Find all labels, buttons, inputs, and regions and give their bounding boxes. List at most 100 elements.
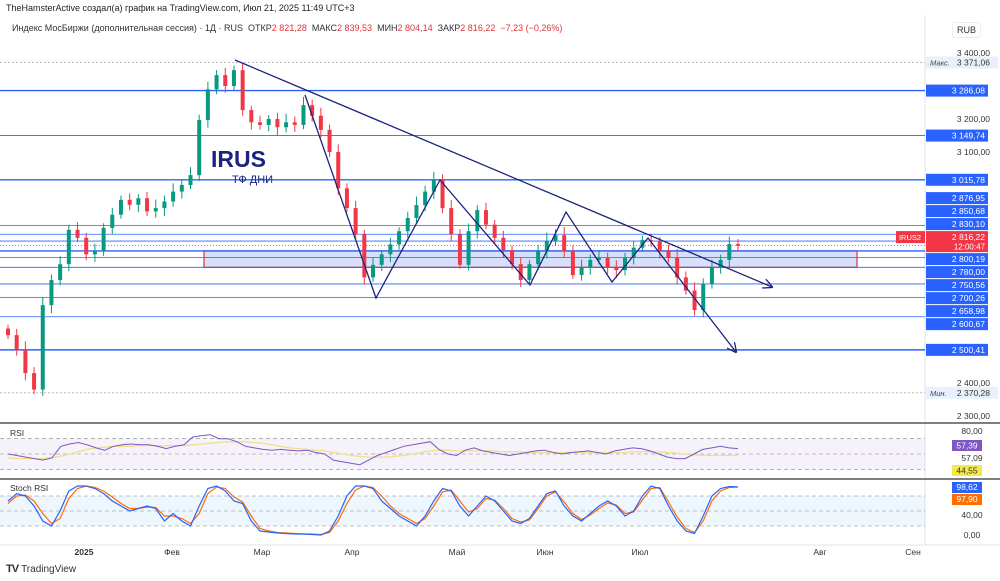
x-tick-label: Авг bbox=[813, 547, 826, 557]
candle-body bbox=[223, 75, 228, 86]
chart-credit: TheHamsterActive создал(а) график на Tra… bbox=[6, 3, 355, 13]
candle-body bbox=[501, 237, 506, 251]
close-label: ЗАКР bbox=[437, 23, 461, 33]
candle-body bbox=[292, 122, 297, 125]
rsi-ma-value: 44,55 bbox=[956, 466, 978, 476]
candle-body bbox=[440, 180, 445, 209]
candle-body bbox=[718, 259, 723, 268]
candle-body bbox=[483, 210, 488, 225]
change-value: −7,23 (−0,26%) bbox=[500, 23, 563, 33]
rsi-tick: 80,00 bbox=[961, 426, 983, 436]
level-label: 2 750,56 bbox=[952, 280, 985, 290]
wave-path bbox=[304, 94, 736, 352]
stoch-k-value: 98,62 bbox=[956, 482, 978, 492]
last-price-label: 2 816,22 bbox=[952, 232, 985, 242]
level-label-bg bbox=[926, 305, 988, 318]
y-tick-label: 3 200,00 bbox=[957, 114, 990, 124]
level-label-bg bbox=[926, 266, 988, 279]
candle-body bbox=[6, 328, 10, 336]
x-tick-label: Апр bbox=[345, 547, 360, 557]
downtrend-line bbox=[234, 59, 772, 287]
rsi-ma-value-bg bbox=[952, 465, 982, 476]
y-tick-label: 2 300,00 bbox=[957, 411, 990, 421]
candle-body bbox=[475, 210, 480, 232]
symbol-name[interactable]: Индекс МосБиржи (дополнительная сессия) … bbox=[12, 23, 244, 33]
currency-button[interactable]: RUB bbox=[952, 22, 982, 38]
candle-body bbox=[701, 284, 706, 311]
max-label: Макс. bbox=[930, 59, 950, 68]
x-tick-label: Мар bbox=[254, 547, 271, 557]
level-label: 2 700,26 bbox=[952, 293, 985, 303]
level-label-bg bbox=[926, 129, 988, 142]
open-value: 2 821,28 bbox=[271, 23, 307, 33]
candle-body bbox=[179, 185, 184, 192]
candle-body bbox=[197, 119, 202, 176]
annotation-title: IRUS bbox=[211, 146, 266, 172]
candle-body bbox=[666, 251, 671, 258]
candle-body bbox=[527, 264, 532, 281]
candle-body bbox=[75, 229, 80, 238]
candle-body bbox=[284, 122, 289, 128]
candle-body bbox=[110, 214, 115, 228]
candle-body bbox=[683, 277, 688, 291]
x-tick-label: Май bbox=[449, 547, 466, 557]
low-label: МИН bbox=[377, 23, 398, 33]
candle-body bbox=[492, 224, 497, 238]
candle-body bbox=[431, 180, 436, 192]
symbol-tag-bg bbox=[896, 231, 925, 244]
candle-body bbox=[171, 191, 176, 202]
candle-body bbox=[727, 244, 732, 260]
rsi-title: RSI bbox=[10, 428, 24, 438]
stoch-d-line bbox=[7, 485, 739, 536]
x-tick-label: 2025 bbox=[75, 547, 94, 557]
level-label-bg bbox=[926, 279, 988, 292]
candle-body bbox=[709, 267, 714, 284]
brand-name: TradingView bbox=[21, 563, 77, 575]
candle-body bbox=[588, 259, 593, 268]
candle-body bbox=[388, 244, 393, 255]
level-label-bg bbox=[926, 218, 988, 231]
level-label-bg bbox=[926, 84, 988, 97]
candle-body bbox=[536, 251, 541, 265]
candle-body bbox=[675, 257, 680, 278]
level-label: 2 658,98 bbox=[952, 306, 985, 316]
candle-body bbox=[562, 235, 567, 251]
level-label-bg bbox=[926, 192, 988, 205]
level-label-bg bbox=[926, 173, 988, 186]
level-label-bg bbox=[926, 253, 988, 266]
low-value: 2 804,14 bbox=[397, 23, 433, 33]
candle-body bbox=[49, 280, 54, 306]
x-tick-label: Сен bbox=[905, 547, 921, 557]
tradingview-logo[interactable]: TV TradingView bbox=[6, 563, 76, 575]
min-value: 2 370,28 bbox=[957, 388, 990, 398]
candle-body bbox=[23, 350, 28, 374]
candle-body bbox=[553, 235, 558, 242]
candle-body bbox=[214, 75, 219, 90]
candle-body bbox=[188, 175, 193, 185]
candle-body bbox=[92, 251, 97, 255]
candle-body bbox=[596, 257, 601, 260]
last-price-bg bbox=[926, 231, 988, 253]
candle-body bbox=[318, 115, 323, 130]
level-label-bg bbox=[926, 292, 988, 305]
stoch-tick: 0,00 bbox=[964, 530, 981, 540]
rsi-value-bg bbox=[952, 440, 982, 451]
candle-body bbox=[405, 218, 410, 232]
candle-body bbox=[275, 119, 280, 128]
candle-body bbox=[344, 188, 349, 209]
candle-body bbox=[84, 237, 89, 255]
tv-logo-icon: TV bbox=[6, 563, 19, 575]
y-tick-label: 3 100,00 bbox=[957, 147, 990, 157]
countdown-label: 12:00:47 bbox=[954, 243, 986, 252]
candle-body bbox=[510, 250, 515, 265]
y-tick-label: 2 400,00 bbox=[957, 378, 990, 388]
level-label: 2 600,67 bbox=[952, 319, 985, 329]
candle-body bbox=[310, 105, 315, 116]
high-value: 2 839,53 bbox=[337, 23, 373, 33]
rsi-tick: 57,09 bbox=[961, 453, 983, 463]
candle-body bbox=[544, 241, 549, 251]
stoch-k-line bbox=[7, 485, 739, 536]
candle-body bbox=[371, 264, 375, 278]
candle-body bbox=[205, 89, 210, 120]
